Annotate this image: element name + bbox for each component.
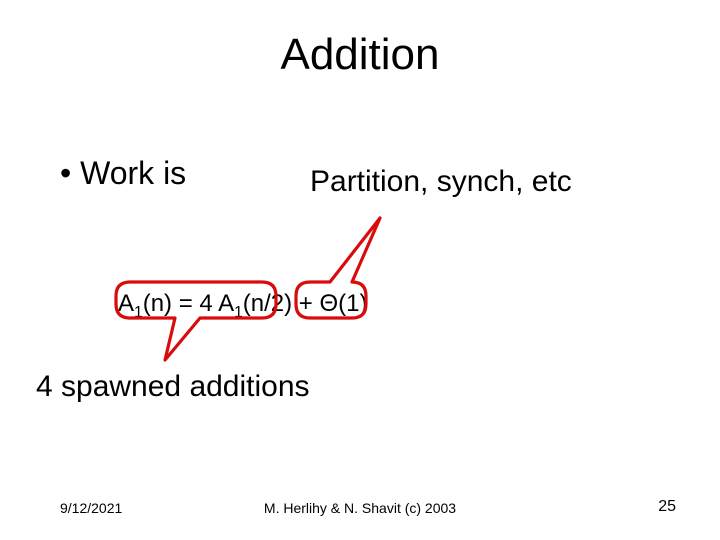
slide: Addition Work is Partition, synch, etc A… (0, 0, 720, 540)
formula-mid2: (n/2) + Θ(1) (243, 290, 368, 317)
formula-A1: A (118, 290, 134, 317)
formula-sub1: 1 (134, 304, 143, 321)
formula-sub2: 1 (234, 304, 243, 321)
recurrence-formula: A1(n) = 4 A1(n/2) + Θ(1) (118, 290, 367, 322)
callout-spawned: 4 spawned additions (36, 370, 310, 404)
callout-partition: Partition, synch, etc (310, 165, 572, 199)
formula-mid1: (n) = 4 A (143, 290, 234, 317)
footer-credit: M. Herlihy & N. Shavit (c) 2003 (0, 500, 720, 516)
callout-bubbles-svg (0, 0, 720, 540)
slide-title: Addition (0, 30, 720, 80)
footer-page-number: 25 (658, 498, 676, 516)
bullet-work-is: Work is (60, 155, 186, 192)
